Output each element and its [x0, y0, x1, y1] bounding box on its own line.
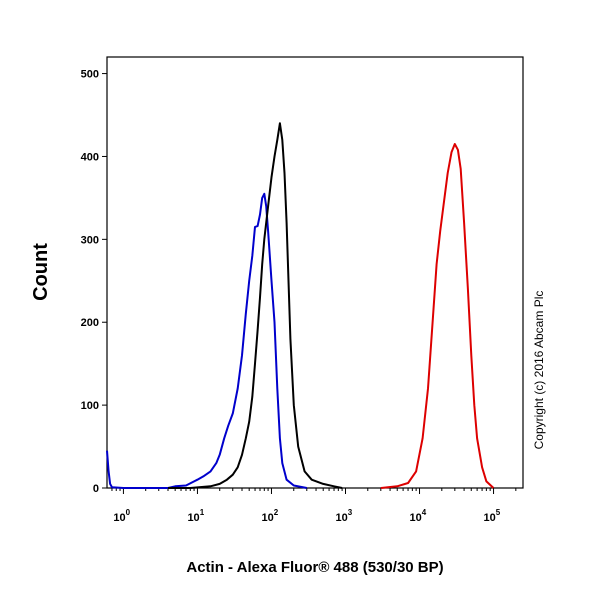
plot-frame: [106, 56, 524, 489]
y-tick-label: 300: [81, 234, 99, 246]
x-tick-label: 103: [335, 508, 352, 524]
y-tick-label: 400: [81, 151, 99, 163]
x-tick-label: 105: [484, 508, 501, 524]
x-tick-label: 102: [261, 508, 278, 524]
x-tick-label: 100: [113, 508, 130, 524]
y-tick-label: 200: [81, 317, 99, 329]
x-axis-title: Actin - Alexa Fluor® 488 (530/30 BP): [186, 559, 443, 576]
copyright-text: Copyright (c) 2016 Abcam Plc: [532, 291, 546, 450]
histogram-series-2: [168, 122, 343, 489]
y-tick-label: 500: [81, 69, 99, 81]
histogram-series-1: [106, 192, 307, 489]
x-tick-label: 101: [187, 508, 204, 524]
histogram-series-3: [380, 143, 495, 489]
y-tick-label: 0: [93, 483, 99, 495]
y-axis-title: Count: [30, 243, 52, 301]
x-tick-label: 104: [410, 508, 427, 524]
y-tick-label: 100: [81, 400, 99, 412]
